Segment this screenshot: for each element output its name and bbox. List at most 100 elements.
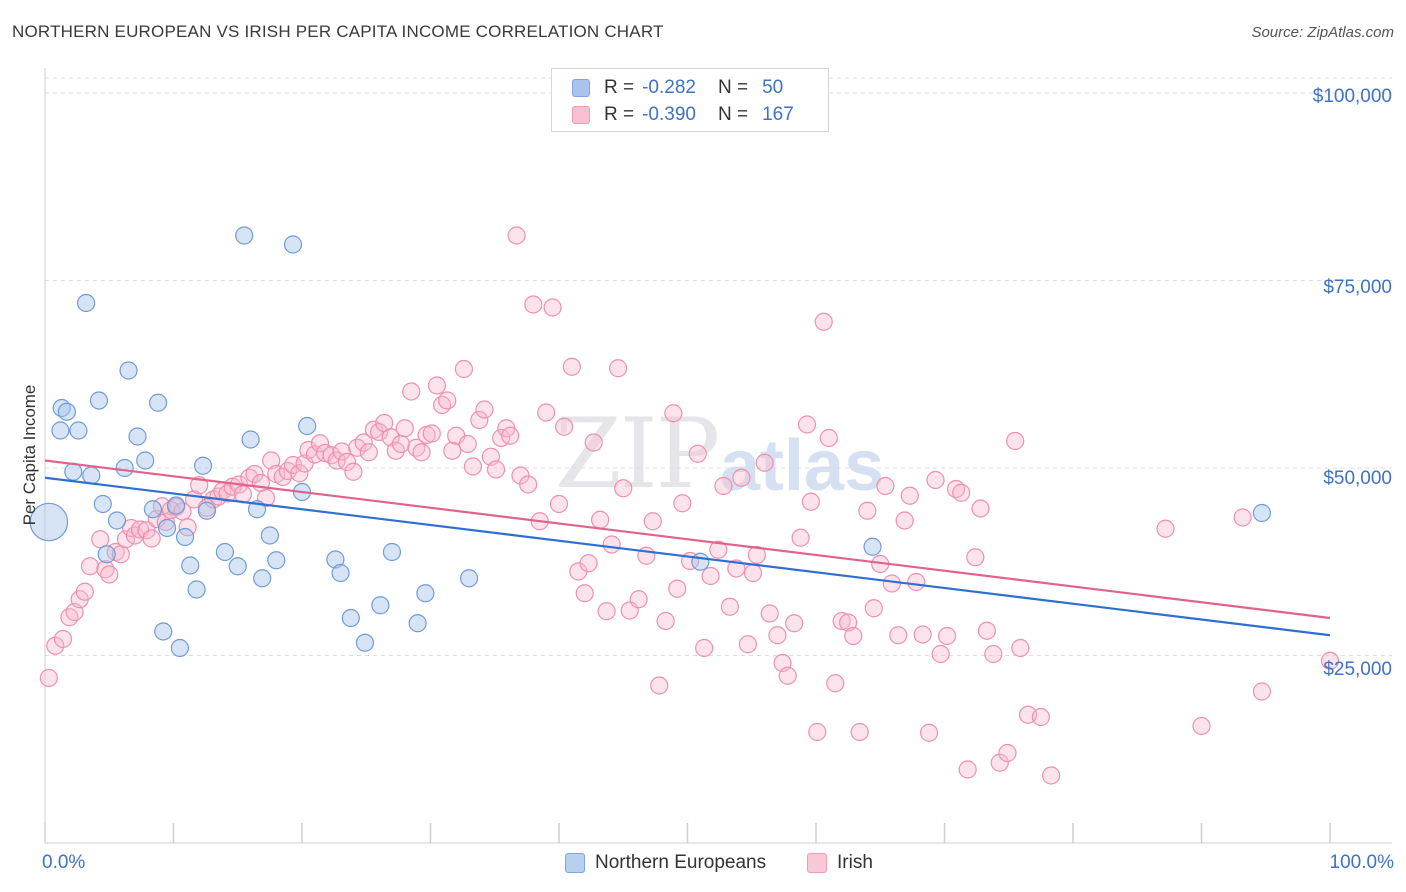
irish-point (537, 403, 556, 422)
x-axis (44, 823, 1392, 844)
irish-point (826, 674, 845, 693)
northern-european-point (175, 527, 195, 547)
irish-point (486, 460, 506, 479)
northern-european-point (143, 500, 163, 519)
irish-point (354, 433, 373, 452)
irish-point (262, 451, 281, 470)
northern-european-point (128, 427, 147, 446)
stat-n-label: N = (717, 104, 749, 125)
irish-point (688, 444, 707, 463)
stat-n-label: N = (717, 77, 749, 98)
northern-european-point (197, 501, 217, 520)
northern-european-point (107, 511, 127, 530)
irish-point (91, 530, 110, 549)
irish-point (53, 629, 73, 649)
irish-point (656, 611, 675, 631)
irish-point (463, 457, 483, 476)
irish-point (597, 602, 616, 621)
legend-item-northern-europeans[interactable]: Northern Europeans (565, 852, 766, 874)
irish-point (427, 376, 447, 395)
northern-european-point (691, 552, 710, 571)
irish-point (458, 434, 477, 454)
stat-n-value: 167 (762, 104, 794, 125)
northern-european-point (93, 494, 112, 514)
stat-r-value: -0.282 (642, 77, 696, 98)
northern-european-point (69, 421, 88, 440)
irish-point (797, 415, 817, 434)
irish-point (470, 410, 489, 430)
northern-european-point (416, 584, 435, 603)
northern-european-point (228, 557, 247, 576)
irish-point (609, 359, 628, 378)
northern-european-point (355, 633, 375, 652)
irish-point (709, 540, 728, 559)
northern-european-trend-line (44, 476, 1331, 637)
irish-point (882, 574, 901, 593)
irish-point (664, 404, 683, 423)
irish-point (245, 464, 264, 484)
irish-point (524, 295, 543, 314)
northern-european-point (298, 416, 317, 436)
watermark-zip: ZIP (555, 398, 720, 510)
irish-point (370, 422, 389, 442)
irish-point (895, 511, 914, 530)
source-credit: Source: ZipAtlas.com (1251, 24, 1394, 41)
irish-point (1252, 682, 1271, 701)
irish-point (1320, 651, 1340, 670)
legend-label: Northern Europeans (595, 852, 767, 873)
irish-point (913, 625, 932, 644)
irish-point (768, 626, 787, 645)
irish-point (391, 434, 411, 454)
irish-point (937, 626, 957, 646)
northern-european-point (459, 569, 479, 588)
irish-point (80, 557, 100, 576)
northern-european-point (408, 614, 427, 633)
irish-point (332, 442, 351, 461)
northern-european-point (341, 608, 360, 628)
legend-swatch-blue (565, 853, 585, 873)
irish-point (443, 441, 462, 460)
irish-point (614, 479, 633, 498)
northern-european-point (82, 466, 101, 485)
northern-european-point (157, 518, 177, 538)
northern-european-point (253, 569, 272, 588)
irish-point (584, 433, 603, 452)
x-tick-label-start: 0.0% (42, 852, 86, 873)
irish-point (156, 512, 175, 532)
irish-point (958, 760, 977, 779)
irish-point (575, 584, 594, 603)
northern-european-point (283, 235, 303, 254)
irish-point (543, 298, 562, 317)
northern-european-point (326, 550, 345, 569)
legend-item-irish[interactable]: Irish (807, 852, 873, 874)
irish-point (381, 428, 400, 447)
irish-point (998, 743, 1017, 763)
correlation-stats-box: R = -0.282 N = 50 R = -0.390 N = 167 (551, 68, 829, 132)
irish-point (579, 554, 598, 573)
irish-point (952, 483, 971, 502)
northern-european-point (181, 556, 200, 575)
irish-point (747, 545, 766, 565)
legend: Northern Europeans Irish (0, 850, 1406, 880)
northern-european-point (97, 545, 116, 564)
irish-point (142, 529, 161, 548)
irish-point (931, 644, 950, 664)
irish-point (402, 382, 421, 401)
y-tick-label: $50,000 (1323, 468, 1392, 489)
irish-point (555, 417, 574, 436)
irish-point (1031, 707, 1050, 727)
legend-label: Irish (837, 852, 873, 873)
irish-point (591, 510, 610, 529)
northern-european-point (260, 526, 279, 545)
irish-point (1006, 431, 1025, 451)
stat-r-label: R = (604, 104, 635, 125)
irish-point (720, 597, 740, 616)
irish-point (864, 599, 883, 618)
watermark-atlas: atlas (720, 426, 885, 506)
irish-point (412, 443, 431, 462)
irish-point (876, 476, 895, 496)
trend-lines (44, 459, 1331, 637)
irish-point (919, 723, 939, 742)
northern-european-point (57, 402, 76, 421)
